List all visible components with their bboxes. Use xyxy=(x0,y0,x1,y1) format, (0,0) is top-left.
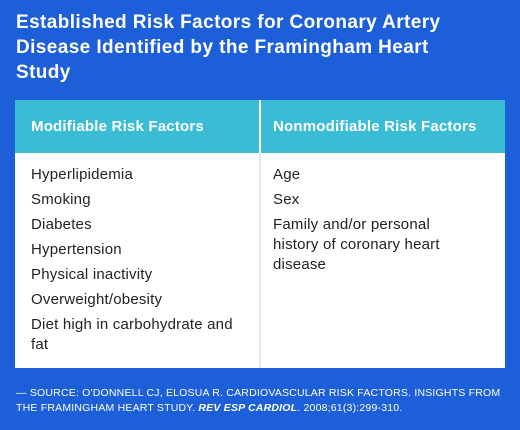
table: Modifiable Risk Factors Nonmodifiable Ri… xyxy=(15,100,505,368)
source-text: . 2008;61(3):299-310. xyxy=(297,402,403,414)
list-item: Family and/or personal history of corona… xyxy=(273,216,440,273)
list-item: Sex xyxy=(273,191,300,208)
list-item: Hypertension xyxy=(31,241,122,258)
list-item: Overweight/obesity xyxy=(31,291,163,308)
source-text: — SOURCE: O'DONNELL CJ, ELOSUA R. CARDIO… xyxy=(16,387,501,414)
source-journal: REV ESP CARDIOL xyxy=(198,402,298,414)
table-header: Modifiable Risk Factors Nonmodifiable Ri… xyxy=(15,100,505,153)
list-item: Physical inactivity xyxy=(31,266,153,283)
header-cell: Nonmodifiable Risk Factors xyxy=(273,118,477,135)
column: Age Sex Family and/or personal history of … xyxy=(261,153,505,368)
list-item: Diabetes xyxy=(31,216,92,233)
table-body: Hyperlipidemia Smoking Diabetes Hypertensio… xyxy=(15,153,505,368)
list-item: Diet high in carbohydrate and fat xyxy=(31,316,233,353)
header-cell: Modifiable Risk Factors xyxy=(31,118,204,135)
list-item: Smoking xyxy=(31,191,91,208)
divider xyxy=(259,153,261,368)
source: — SOURCE: O'DONNELL CJ, ELOSUA R. CARDIO… xyxy=(16,386,506,416)
title: Established Risk Factors for Coronary Ar… xyxy=(16,12,441,83)
divider xyxy=(259,100,261,153)
column: Hyperlipidemia Smoking Diabetes Hypertensio… xyxy=(15,153,259,368)
list-item: Age xyxy=(273,166,301,183)
list-item: Hyperlipidemia xyxy=(31,166,134,183)
